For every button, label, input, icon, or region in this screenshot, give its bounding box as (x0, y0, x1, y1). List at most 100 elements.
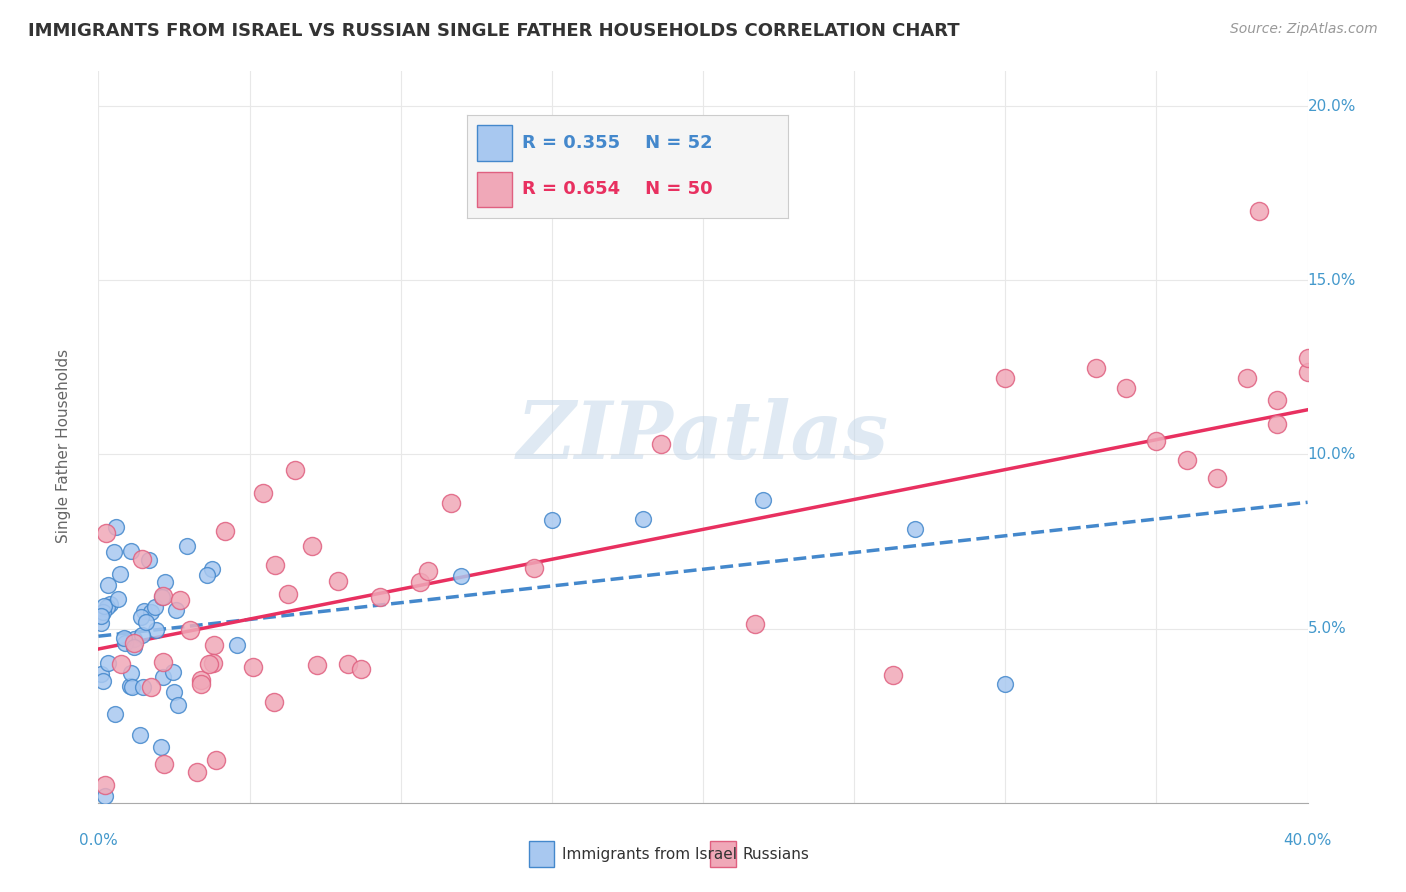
Point (114, 636, 136, 650)
Point (129, 728, 152, 742)
Point (1085, 361, 1108, 376)
Point (139, 680, 162, 694)
Point (121, 680, 143, 694)
Point (301, 539, 323, 553)
Point (120, 543, 142, 558)
Point (1236, 371, 1258, 385)
Point (540, 513, 562, 527)
Point (1296, 351, 1319, 365)
Point (416, 564, 439, 578)
Point (124, 640, 146, 655)
Point (1247, 203, 1270, 218)
Point (307, 658, 329, 673)
Point (169, 593, 191, 607)
Text: 40.0%: 40.0% (1284, 833, 1331, 848)
Point (202, 638, 225, 652)
Point (205, 753, 228, 767)
Point (179, 624, 201, 638)
Point (103, 545, 125, 559)
Point (1115, 381, 1137, 395)
Point (1175, 452, 1198, 467)
Point (882, 668, 904, 682)
Point (214, 524, 236, 538)
Point (132, 680, 155, 694)
Point (198, 657, 221, 672)
Point (1267, 392, 1289, 407)
Point (650, 436, 672, 450)
Point (90, 616, 112, 631)
Point (165, 602, 187, 616)
Point (439, 495, 461, 509)
Point (91, 673, 114, 688)
Point (108, 567, 131, 582)
Point (98, 597, 121, 611)
Point (94, 778, 117, 792)
Point (104, 707, 127, 722)
Text: 5.0%: 5.0% (1308, 621, 1347, 636)
Point (1144, 434, 1167, 449)
Point (1296, 365, 1319, 379)
Point (994, 676, 1017, 690)
Point (110, 657, 132, 671)
Point (94, 526, 117, 541)
Text: 10.0%: 10.0% (1308, 447, 1355, 462)
Text: 15.0%: 15.0% (1308, 273, 1355, 288)
Point (152, 590, 174, 604)
Point (337, 657, 360, 672)
Point (122, 632, 145, 646)
Point (904, 522, 927, 536)
Point (131, 628, 153, 642)
Point (277, 587, 299, 601)
Text: IMMIGRANTS FROM ISRAEL VS RUSSIAN SINGLE FATHER HOUSEHOLDS CORRELATION CHART: IMMIGRANTS FROM ISRAEL VS RUSSIAN SINGLE… (28, 22, 960, 40)
Point (450, 569, 472, 583)
Point (122, 636, 145, 650)
Point (155, 574, 177, 589)
Point (328, 574, 350, 588)
Point (162, 665, 184, 679)
Point (90, 609, 112, 624)
Point (186, 764, 208, 779)
Point (131, 609, 153, 624)
Point (97, 657, 120, 671)
Point (93, 599, 115, 613)
Point (201, 656, 224, 670)
Point (150, 740, 173, 755)
Point (143, 600, 166, 615)
Point (145, 623, 167, 637)
Point (284, 463, 307, 477)
Point (167, 698, 190, 712)
Point (1267, 417, 1289, 431)
Point (135, 615, 157, 630)
Point (523, 561, 546, 575)
Point (97, 577, 120, 591)
Text: ZIPatlas: ZIPatlas (517, 399, 889, 475)
Point (631, 512, 654, 526)
Point (132, 604, 155, 618)
Point (370, 591, 392, 605)
Point (107, 591, 129, 606)
Point (994, 371, 1017, 385)
Point (152, 655, 174, 669)
Point (744, 616, 766, 631)
Point (112, 631, 135, 645)
Text: Single Father Households: Single Father Households (56, 349, 70, 543)
Point (176, 539, 198, 553)
Point (118, 679, 141, 693)
Point (190, 673, 212, 687)
Point (91, 605, 114, 619)
Point (138, 553, 160, 567)
Point (264, 558, 287, 572)
Point (104, 519, 127, 533)
Point (263, 695, 285, 709)
Point (131, 551, 153, 566)
Text: Source: ZipAtlas.com: Source: ZipAtlas.com (1230, 22, 1378, 37)
Point (350, 662, 373, 676)
Point (90, 666, 112, 681)
Point (201, 562, 224, 576)
Text: 0.0%: 0.0% (79, 833, 118, 848)
Point (139, 605, 162, 619)
Point (1206, 471, 1229, 485)
Point (153, 756, 176, 771)
Point (163, 684, 186, 698)
Point (252, 486, 274, 500)
